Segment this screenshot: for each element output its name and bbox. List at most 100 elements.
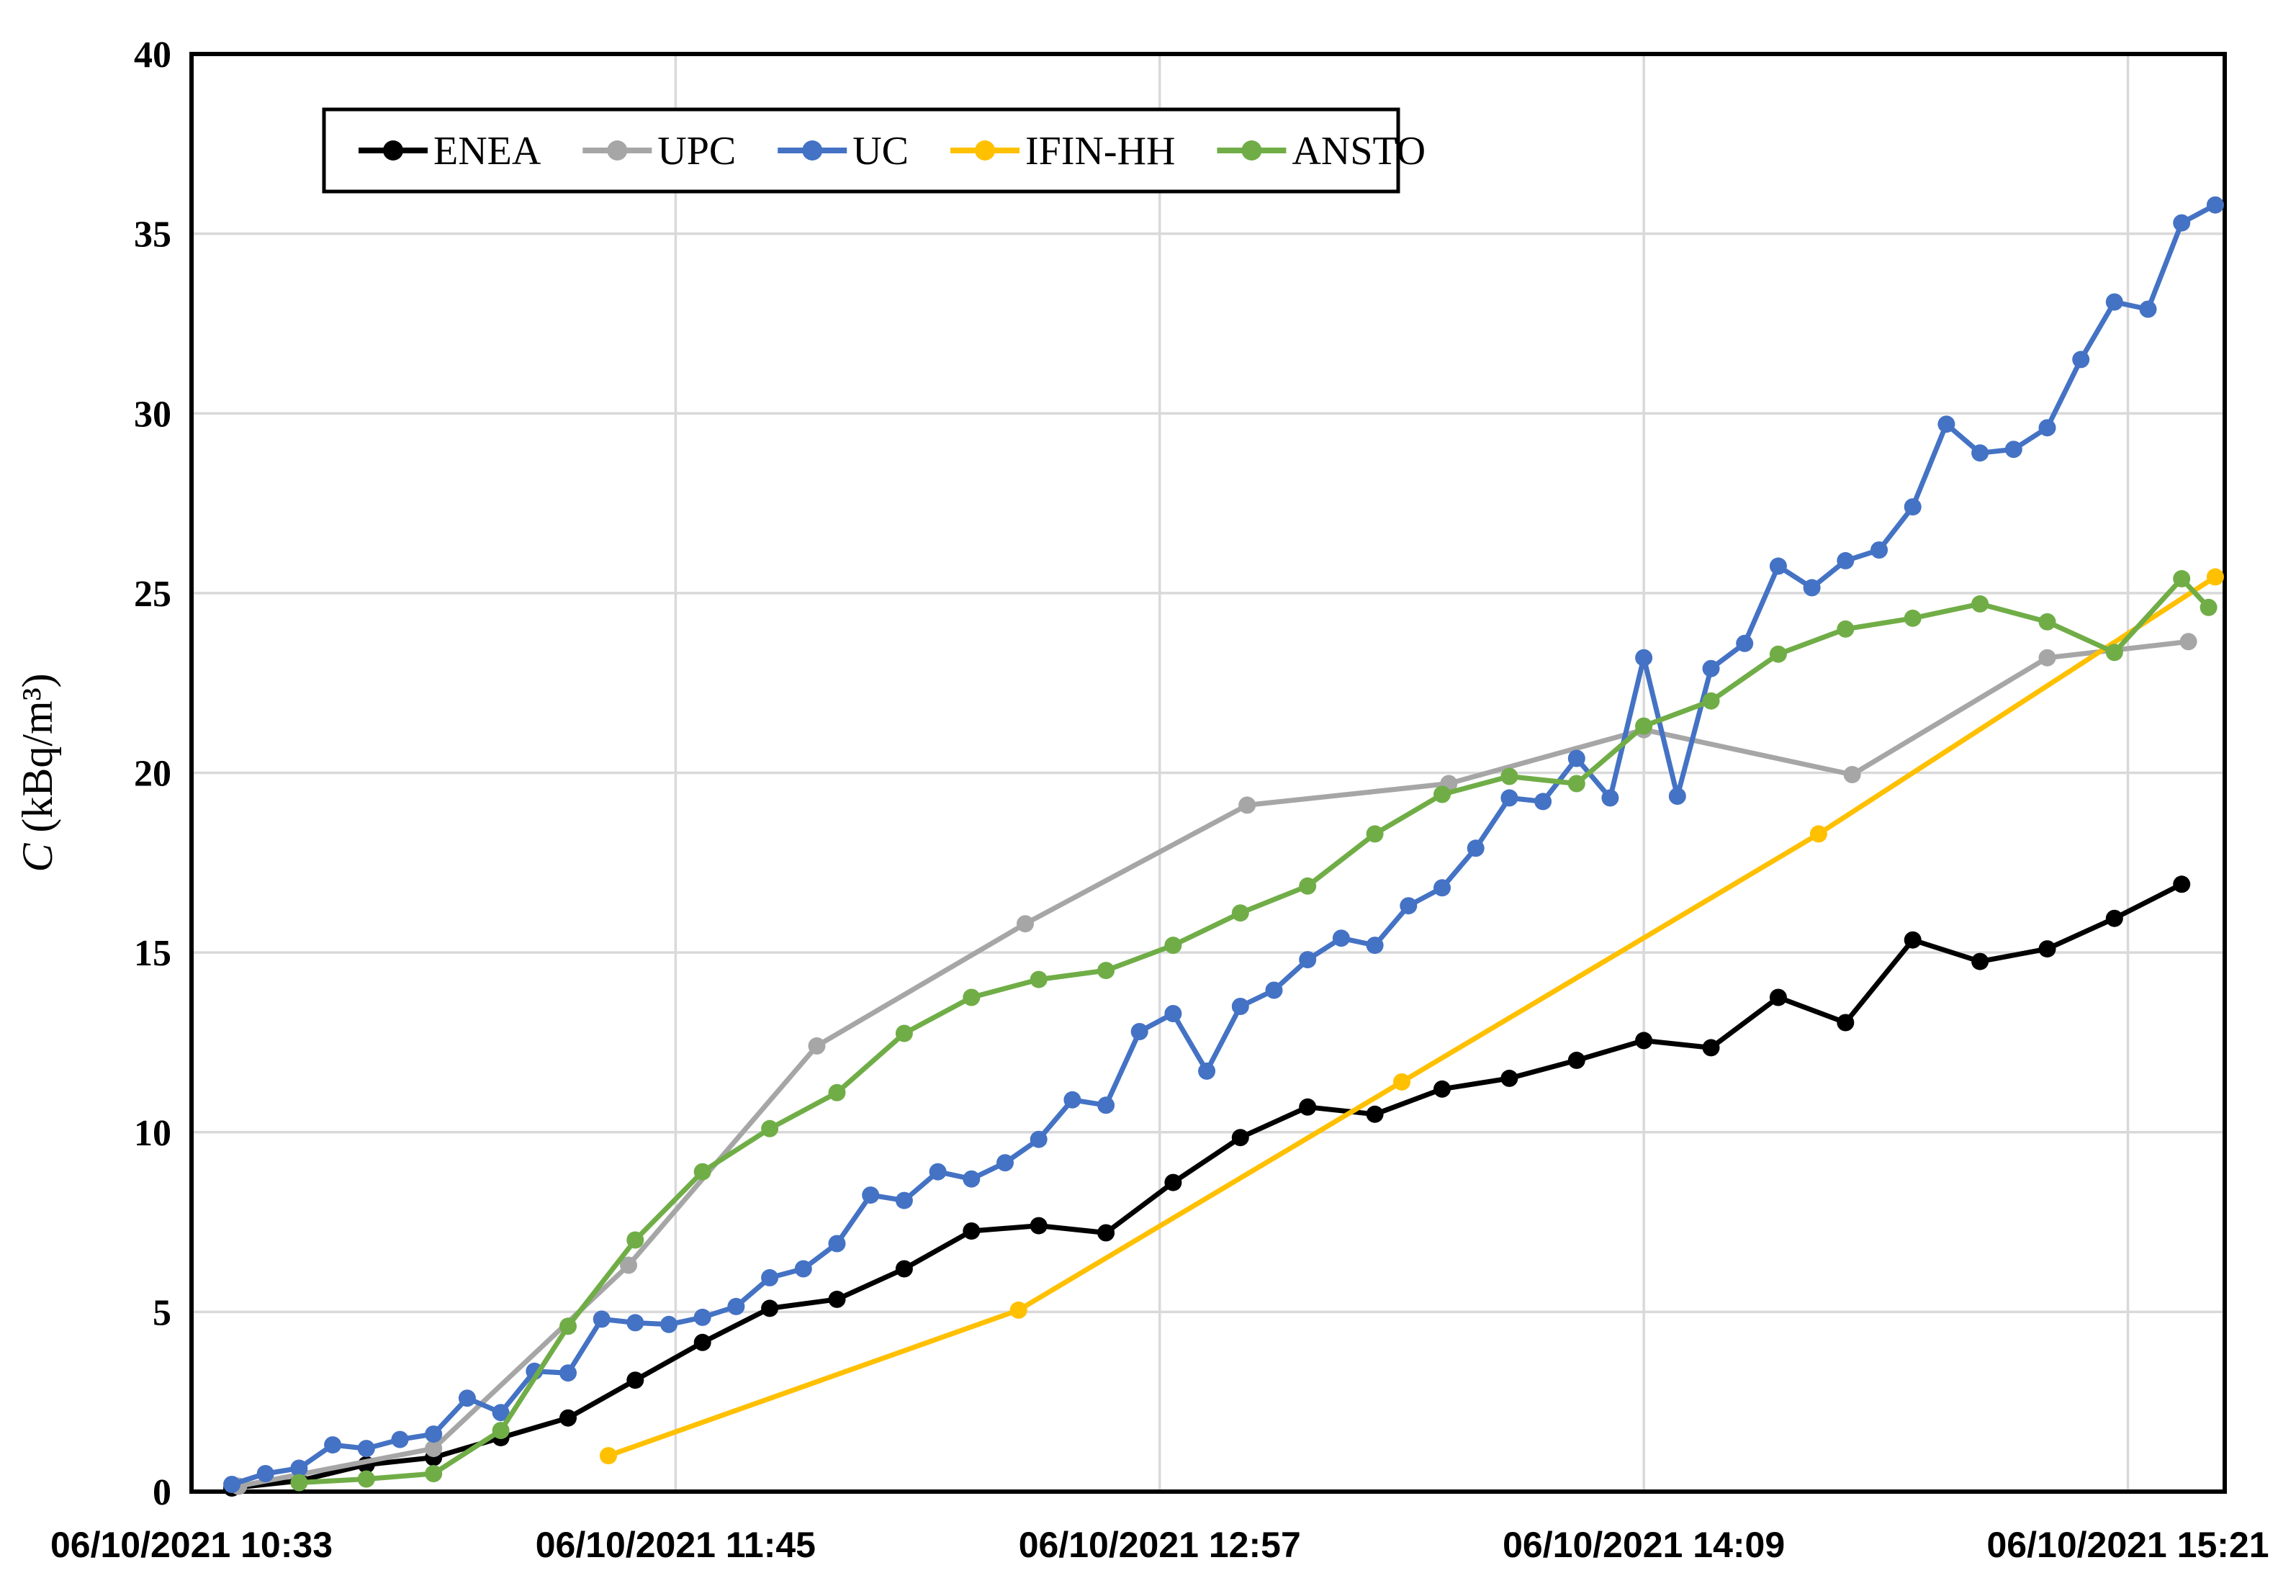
data-point-UC bbox=[929, 1163, 947, 1181]
data-point-ENEA bbox=[761, 1299, 779, 1317]
x-tick-label: 06/10/2021 10:33 bbox=[50, 1525, 333, 1565]
data-point-ANSTO bbox=[425, 1465, 443, 1482]
data-point-ANSTO bbox=[1635, 717, 1653, 735]
x-tick-label: 06/10/2021 14:09 bbox=[1503, 1525, 1785, 1565]
data-point-UC bbox=[458, 1389, 476, 1407]
data-point-UC bbox=[2139, 300, 2157, 318]
y-tick-label: 40 bbox=[134, 35, 171, 76]
data-point-UPC bbox=[2179, 633, 2197, 651]
data-point-ANSTO bbox=[2200, 598, 2218, 616]
legend-item-IFIN-HH: IFIN-HH bbox=[1025, 129, 1175, 173]
data-point-ENEA bbox=[2038, 940, 2056, 958]
data-point-UC bbox=[693, 1308, 711, 1326]
data-point-UC bbox=[1063, 1091, 1081, 1109]
data-point-ENEA bbox=[1971, 952, 1989, 970]
data-point-ENEA bbox=[1635, 1032, 1653, 1050]
data-point-ENEA bbox=[1567, 1051, 1585, 1069]
data-point-UC bbox=[593, 1310, 611, 1328]
x-tick-label: 06/10/2021 11:45 bbox=[536, 1525, 816, 1565]
data-point-ENEA bbox=[895, 1260, 913, 1278]
data-point-UC bbox=[794, 1260, 812, 1278]
data-point-ENEA bbox=[559, 1409, 577, 1427]
data-point-UC bbox=[1366, 937, 1384, 955]
data-point-ANSTO bbox=[1567, 775, 1585, 793]
data-point-IFIN-HH bbox=[600, 1447, 617, 1465]
data-point-IFIN-HH bbox=[2206, 568, 2224, 586]
data-point-UC bbox=[1870, 541, 1888, 559]
data-point-ANSTO bbox=[2038, 613, 2056, 631]
data-point-ANSTO bbox=[895, 1024, 913, 1042]
legend-item-UC: UC bbox=[852, 129, 909, 173]
data-point-UC bbox=[1231, 998, 1249, 1015]
legend-marker-dot-UC bbox=[802, 140, 823, 161]
data-point-UC bbox=[559, 1364, 577, 1382]
data-point-ENEA bbox=[963, 1222, 981, 1240]
data-point-UC bbox=[1433, 879, 1451, 897]
data-point-UC bbox=[1803, 579, 1821, 597]
data-point-UPC bbox=[808, 1037, 826, 1055]
y-tick-label: 0 bbox=[153, 1472, 171, 1513]
data-point-ENEA bbox=[1769, 988, 1787, 1006]
data-point-UC bbox=[1400, 897, 1418, 915]
data-point-ENEA bbox=[1904, 931, 1922, 949]
data-point-ENEA bbox=[1299, 1098, 1317, 1116]
data-point-ANSTO bbox=[1904, 609, 1922, 627]
data-point-UC bbox=[1097, 1096, 1115, 1114]
data-point-UPC bbox=[2038, 649, 2056, 667]
data-point-ANSTO bbox=[693, 1163, 711, 1181]
y-tick-label: 30 bbox=[134, 394, 171, 435]
data-point-UC bbox=[2004, 441, 2022, 459]
data-point-ENEA bbox=[1366, 1105, 1384, 1123]
data-point-ANSTO bbox=[290, 1474, 308, 1492]
data-point-UC bbox=[492, 1404, 510, 1422]
data-point-ENEA bbox=[1030, 1217, 1048, 1235]
data-point-UC bbox=[1937, 415, 1955, 433]
data-point-UPC bbox=[620, 1256, 637, 1274]
data-point-ANSTO bbox=[1030, 970, 1048, 988]
data-point-ANSTO bbox=[1769, 645, 1787, 663]
data-point-UC bbox=[761, 1268, 779, 1286]
data-point-UC bbox=[1030, 1130, 1048, 1148]
data-point-UC bbox=[256, 1465, 274, 1482]
y-tick-label: 10 bbox=[134, 1113, 171, 1154]
data-point-ANSTO bbox=[492, 1422, 510, 1440]
data-point-UC bbox=[1299, 951, 1317, 969]
data-point-UC bbox=[391, 1430, 409, 1448]
data-point-ANSTO bbox=[963, 988, 981, 1006]
data-point-UC bbox=[1971, 444, 1989, 462]
data-point-UPC bbox=[1238, 796, 1256, 814]
data-point-ENEA bbox=[2173, 875, 2191, 893]
legend-marker-dot-ANSTO bbox=[1241, 140, 1262, 161]
data-point-ANSTO bbox=[2173, 569, 2191, 587]
data-point-UC bbox=[2206, 196, 2224, 214]
data-point-UC bbox=[1467, 839, 1485, 857]
data-point-UC bbox=[1668, 788, 1686, 805]
data-point-ANSTO bbox=[1971, 595, 1989, 613]
y-tick-label: 15 bbox=[134, 933, 171, 974]
data-point-ANSTO bbox=[1164, 937, 1182, 955]
plot-border bbox=[189, 52, 2227, 1494]
data-point-ENEA bbox=[1231, 1129, 1249, 1147]
data-point-ANSTO bbox=[1433, 785, 1451, 803]
data-point-UPC bbox=[425, 1440, 443, 1458]
data-point-UC bbox=[1198, 1062, 1216, 1080]
data-point-ENEA bbox=[1500, 1069, 1518, 1087]
data-point-ANSTO bbox=[1702, 692, 1720, 710]
data-point-UC bbox=[2105, 293, 2123, 311]
data-point-ANSTO bbox=[2105, 644, 2123, 662]
y-tick-label: 5 bbox=[153, 1292, 171, 1333]
data-point-UC bbox=[1567, 749, 1585, 767]
data-point-ANSTO bbox=[761, 1119, 779, 1137]
data-point-UC bbox=[357, 1440, 375, 1458]
data-point-UC bbox=[2173, 214, 2191, 232]
legend-item-ANSTO: ANSTO bbox=[1292, 129, 1426, 173]
data-point-UC bbox=[1702, 659, 1720, 677]
data-point-IFIN-HH bbox=[1393, 1073, 1410, 1091]
data-point-UC bbox=[1635, 649, 1653, 667]
data-point-ANSTO bbox=[1299, 877, 1317, 895]
data-point-UC bbox=[1837, 551, 1855, 569]
data-point-UPC bbox=[1843, 766, 1861, 783]
